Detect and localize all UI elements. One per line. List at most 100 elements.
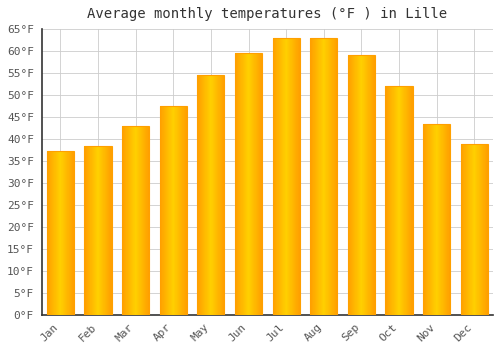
Bar: [260, 53, 261, 315]
Bar: [390, 86, 391, 315]
Bar: [359, 56, 360, 315]
Bar: [240, 53, 241, 315]
Bar: [330, 38, 331, 315]
Bar: [200, 75, 201, 315]
Bar: [110, 146, 111, 315]
Bar: [278, 38, 279, 315]
Bar: [320, 38, 321, 315]
Bar: [56, 150, 57, 315]
Bar: [411, 86, 412, 315]
Bar: [134, 126, 135, 315]
Bar: [136, 126, 138, 315]
Bar: [208, 75, 210, 315]
Bar: [363, 56, 364, 315]
Bar: [431, 124, 432, 315]
Bar: [396, 86, 397, 315]
Bar: [365, 56, 366, 315]
Bar: [291, 38, 292, 315]
Bar: [55, 150, 56, 315]
Bar: [327, 38, 328, 315]
Bar: [47, 150, 74, 315]
Bar: [239, 53, 240, 315]
Bar: [400, 86, 401, 315]
Bar: [123, 126, 124, 315]
Bar: [487, 144, 488, 315]
Bar: [315, 38, 316, 315]
Bar: [92, 146, 93, 315]
Bar: [206, 75, 207, 315]
Bar: [130, 126, 131, 315]
Bar: [204, 75, 205, 315]
Bar: [105, 146, 106, 315]
Bar: [178, 106, 179, 315]
Bar: [248, 53, 249, 315]
Bar: [138, 126, 139, 315]
Bar: [129, 126, 130, 315]
Bar: [472, 144, 473, 315]
Bar: [348, 56, 375, 315]
Bar: [135, 126, 136, 315]
Bar: [252, 53, 253, 315]
Bar: [66, 150, 67, 315]
Bar: [436, 124, 437, 315]
Bar: [283, 38, 284, 315]
Bar: [214, 75, 215, 315]
Bar: [139, 126, 140, 315]
Bar: [146, 126, 147, 315]
Bar: [373, 56, 374, 315]
Bar: [175, 106, 176, 315]
Bar: [219, 75, 220, 315]
Bar: [89, 146, 90, 315]
Bar: [394, 86, 395, 315]
Bar: [466, 144, 467, 315]
Bar: [469, 144, 470, 315]
Bar: [310, 38, 311, 315]
Bar: [223, 75, 224, 315]
Bar: [395, 86, 396, 315]
Bar: [147, 126, 148, 315]
Bar: [99, 146, 100, 315]
Bar: [297, 38, 298, 315]
Bar: [323, 38, 324, 315]
Bar: [85, 146, 86, 315]
Bar: [68, 150, 69, 315]
Bar: [285, 38, 286, 315]
Bar: [404, 86, 405, 315]
Bar: [399, 86, 400, 315]
Bar: [486, 144, 487, 315]
Bar: [282, 38, 283, 315]
Bar: [409, 86, 410, 315]
Bar: [366, 56, 367, 315]
Bar: [98, 146, 99, 315]
Bar: [354, 56, 355, 315]
Bar: [273, 38, 274, 315]
Bar: [182, 106, 183, 315]
Bar: [160, 106, 187, 315]
Bar: [107, 146, 108, 315]
Bar: [319, 38, 320, 315]
Bar: [350, 56, 351, 315]
Bar: [104, 146, 105, 315]
Bar: [185, 106, 186, 315]
Bar: [474, 144, 475, 315]
Bar: [468, 144, 469, 315]
Bar: [296, 38, 297, 315]
Bar: [253, 53, 254, 315]
Bar: [217, 75, 218, 315]
Bar: [246, 53, 247, 315]
Bar: [183, 106, 184, 315]
Bar: [369, 56, 370, 315]
Bar: [237, 53, 238, 315]
Bar: [258, 53, 259, 315]
Bar: [292, 38, 293, 315]
Bar: [473, 144, 474, 315]
Bar: [440, 124, 441, 315]
Bar: [397, 86, 398, 315]
Bar: [337, 38, 338, 315]
Bar: [93, 146, 94, 315]
Bar: [367, 56, 368, 315]
Bar: [174, 106, 175, 315]
Bar: [218, 75, 219, 315]
Bar: [202, 75, 203, 315]
Bar: [172, 106, 174, 315]
